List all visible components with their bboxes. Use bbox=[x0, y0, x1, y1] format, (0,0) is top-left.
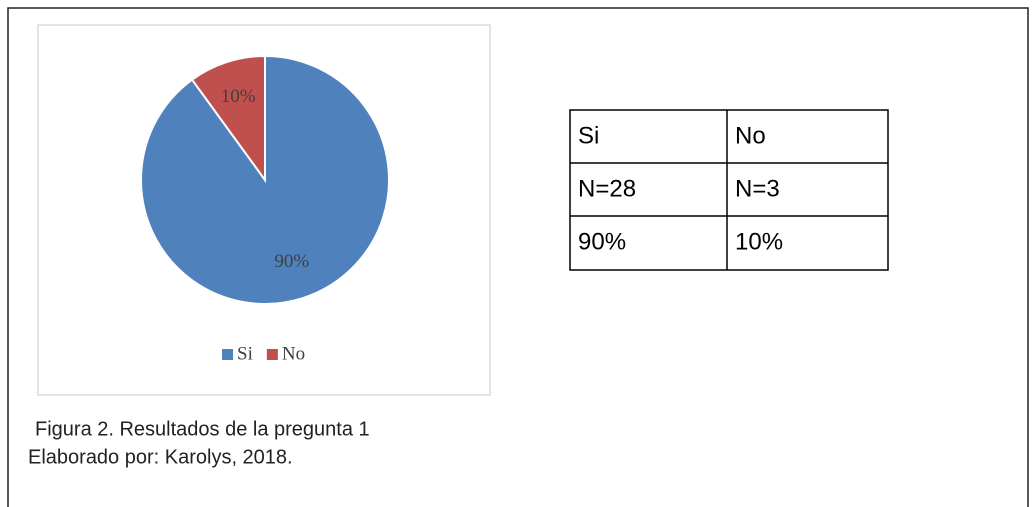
table-cell: 10% bbox=[735, 228, 783, 255]
legend-swatch bbox=[222, 349, 233, 360]
frame bbox=[7, 7, 1029, 507]
table-cell: N=3 bbox=[735, 175, 780, 202]
legend-label: No bbox=[282, 343, 305, 364]
table-cell: N=28 bbox=[578, 175, 636, 202]
table-cell: Si bbox=[578, 122, 599, 149]
data-label: 90% bbox=[274, 251, 309, 272]
table-grid bbox=[569, 109, 889, 271]
table-cell: 90% bbox=[578, 228, 626, 255]
data-label: 10% bbox=[221, 86, 256, 107]
legend-label: Si bbox=[237, 343, 253, 364]
table-cell: No bbox=[735, 122, 766, 149]
pie-slice bbox=[190, 54, 266, 184]
caption: Figura 2. Resultados de la pregunta 1 bbox=[35, 418, 370, 440]
legend-swatch bbox=[266, 349, 278, 360]
caption: Elaborado por: Karolys, 2018. bbox=[28, 446, 293, 468]
